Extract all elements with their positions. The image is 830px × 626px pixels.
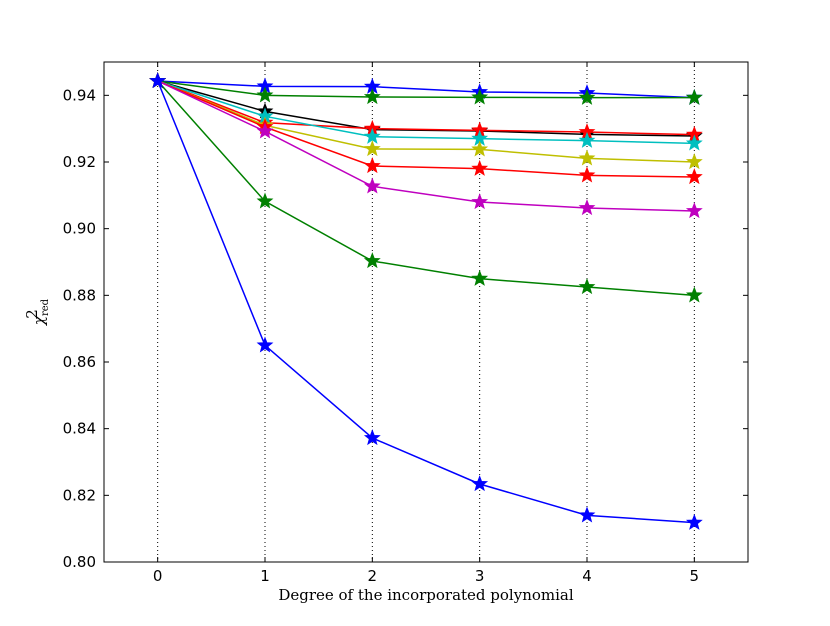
- y-tick-label: 0.80: [63, 553, 96, 571]
- data-point: [363, 177, 381, 194]
- x-axis-label: Degree of the incorporated polynomial: [278, 586, 574, 604]
- series-line: [157, 80, 695, 99]
- data-point: [363, 252, 381, 269]
- data-point: [471, 88, 489, 105]
- data-point: [363, 140, 381, 157]
- x-axis: 0 1 2 3 4 5: [153, 62, 699, 585]
- data-point: [471, 269, 489, 286]
- data-point: [578, 199, 596, 216]
- data-point: [363, 88, 381, 105]
- data-point: [578, 166, 596, 183]
- svg-text:χred: χred: [30, 298, 51, 326]
- data-point: [685, 153, 703, 170]
- series-line: [157, 80, 695, 163]
- data-point: [685, 286, 703, 303]
- data-point: [685, 513, 703, 530]
- data-point: [256, 336, 274, 353]
- y-axis-label: χred 2: [23, 298, 51, 326]
- data-point: [685, 134, 703, 151]
- y-tick-label: 0.86: [63, 353, 96, 371]
- y-axis-label-base: χ: [30, 315, 48, 326]
- series-line: [157, 80, 695, 212]
- series-layer: [149, 72, 703, 530]
- plot-frame: [103, 61, 749, 563]
- data-point: [363, 157, 381, 174]
- x-tick-label: 0: [153, 567, 163, 585]
- data-point: [471, 475, 489, 492]
- x-tick-label: 3: [475, 567, 485, 585]
- series-line: [157, 80, 695, 145]
- data-point: [256, 192, 274, 209]
- data-point: [685, 88, 703, 105]
- data-point: [685, 168, 703, 185]
- data-point: [471, 159, 489, 176]
- data-point: [363, 429, 381, 446]
- data-point: [578, 506, 596, 523]
- series-line: [157, 80, 695, 99]
- series-line: [157, 80, 695, 137]
- data-point: [256, 122, 274, 139]
- x-tick-label: 1: [260, 567, 270, 585]
- data-point: [578, 131, 596, 148]
- series-series-10: [149, 72, 703, 530]
- data-point: [578, 278, 596, 295]
- data-point: [363, 127, 381, 144]
- y-tick-label: 0.84: [63, 420, 96, 438]
- x-tick-label: 5: [690, 567, 700, 585]
- series-series-2: [149, 72, 703, 105]
- x-tick-label: 2: [368, 567, 378, 585]
- y-tick-label: 0.92: [63, 153, 96, 171]
- x-tick-label: 4: [582, 567, 592, 585]
- series-line: [157, 80, 695, 178]
- y-axis: 0.80 0.82 0.84 0.86 0.88 0.90 0.92 0.94: [63, 86, 748, 571]
- y-tick-label: 0.94: [63, 86, 96, 104]
- data-point: [149, 72, 167, 89]
- y-tick-label: 0.90: [63, 220, 96, 238]
- y-axis-label-subscript: red: [40, 298, 51, 316]
- data-point: [256, 86, 274, 103]
- data-point: [685, 202, 703, 219]
- data-point: [471, 140, 489, 157]
- data-point: [578, 149, 596, 166]
- series-line: [157, 80, 695, 297]
- data-point: [471, 193, 489, 210]
- data-point: [578, 88, 596, 105]
- y-tick-label: 0.88: [63, 286, 96, 304]
- y-tick-label: 0.82: [63, 486, 96, 504]
- y-axis-label-superscript: 2: [23, 309, 41, 319]
- series-line: [156, 80, 695, 524]
- series-line: [157, 80, 695, 136]
- plot-background: [104, 62, 748, 562]
